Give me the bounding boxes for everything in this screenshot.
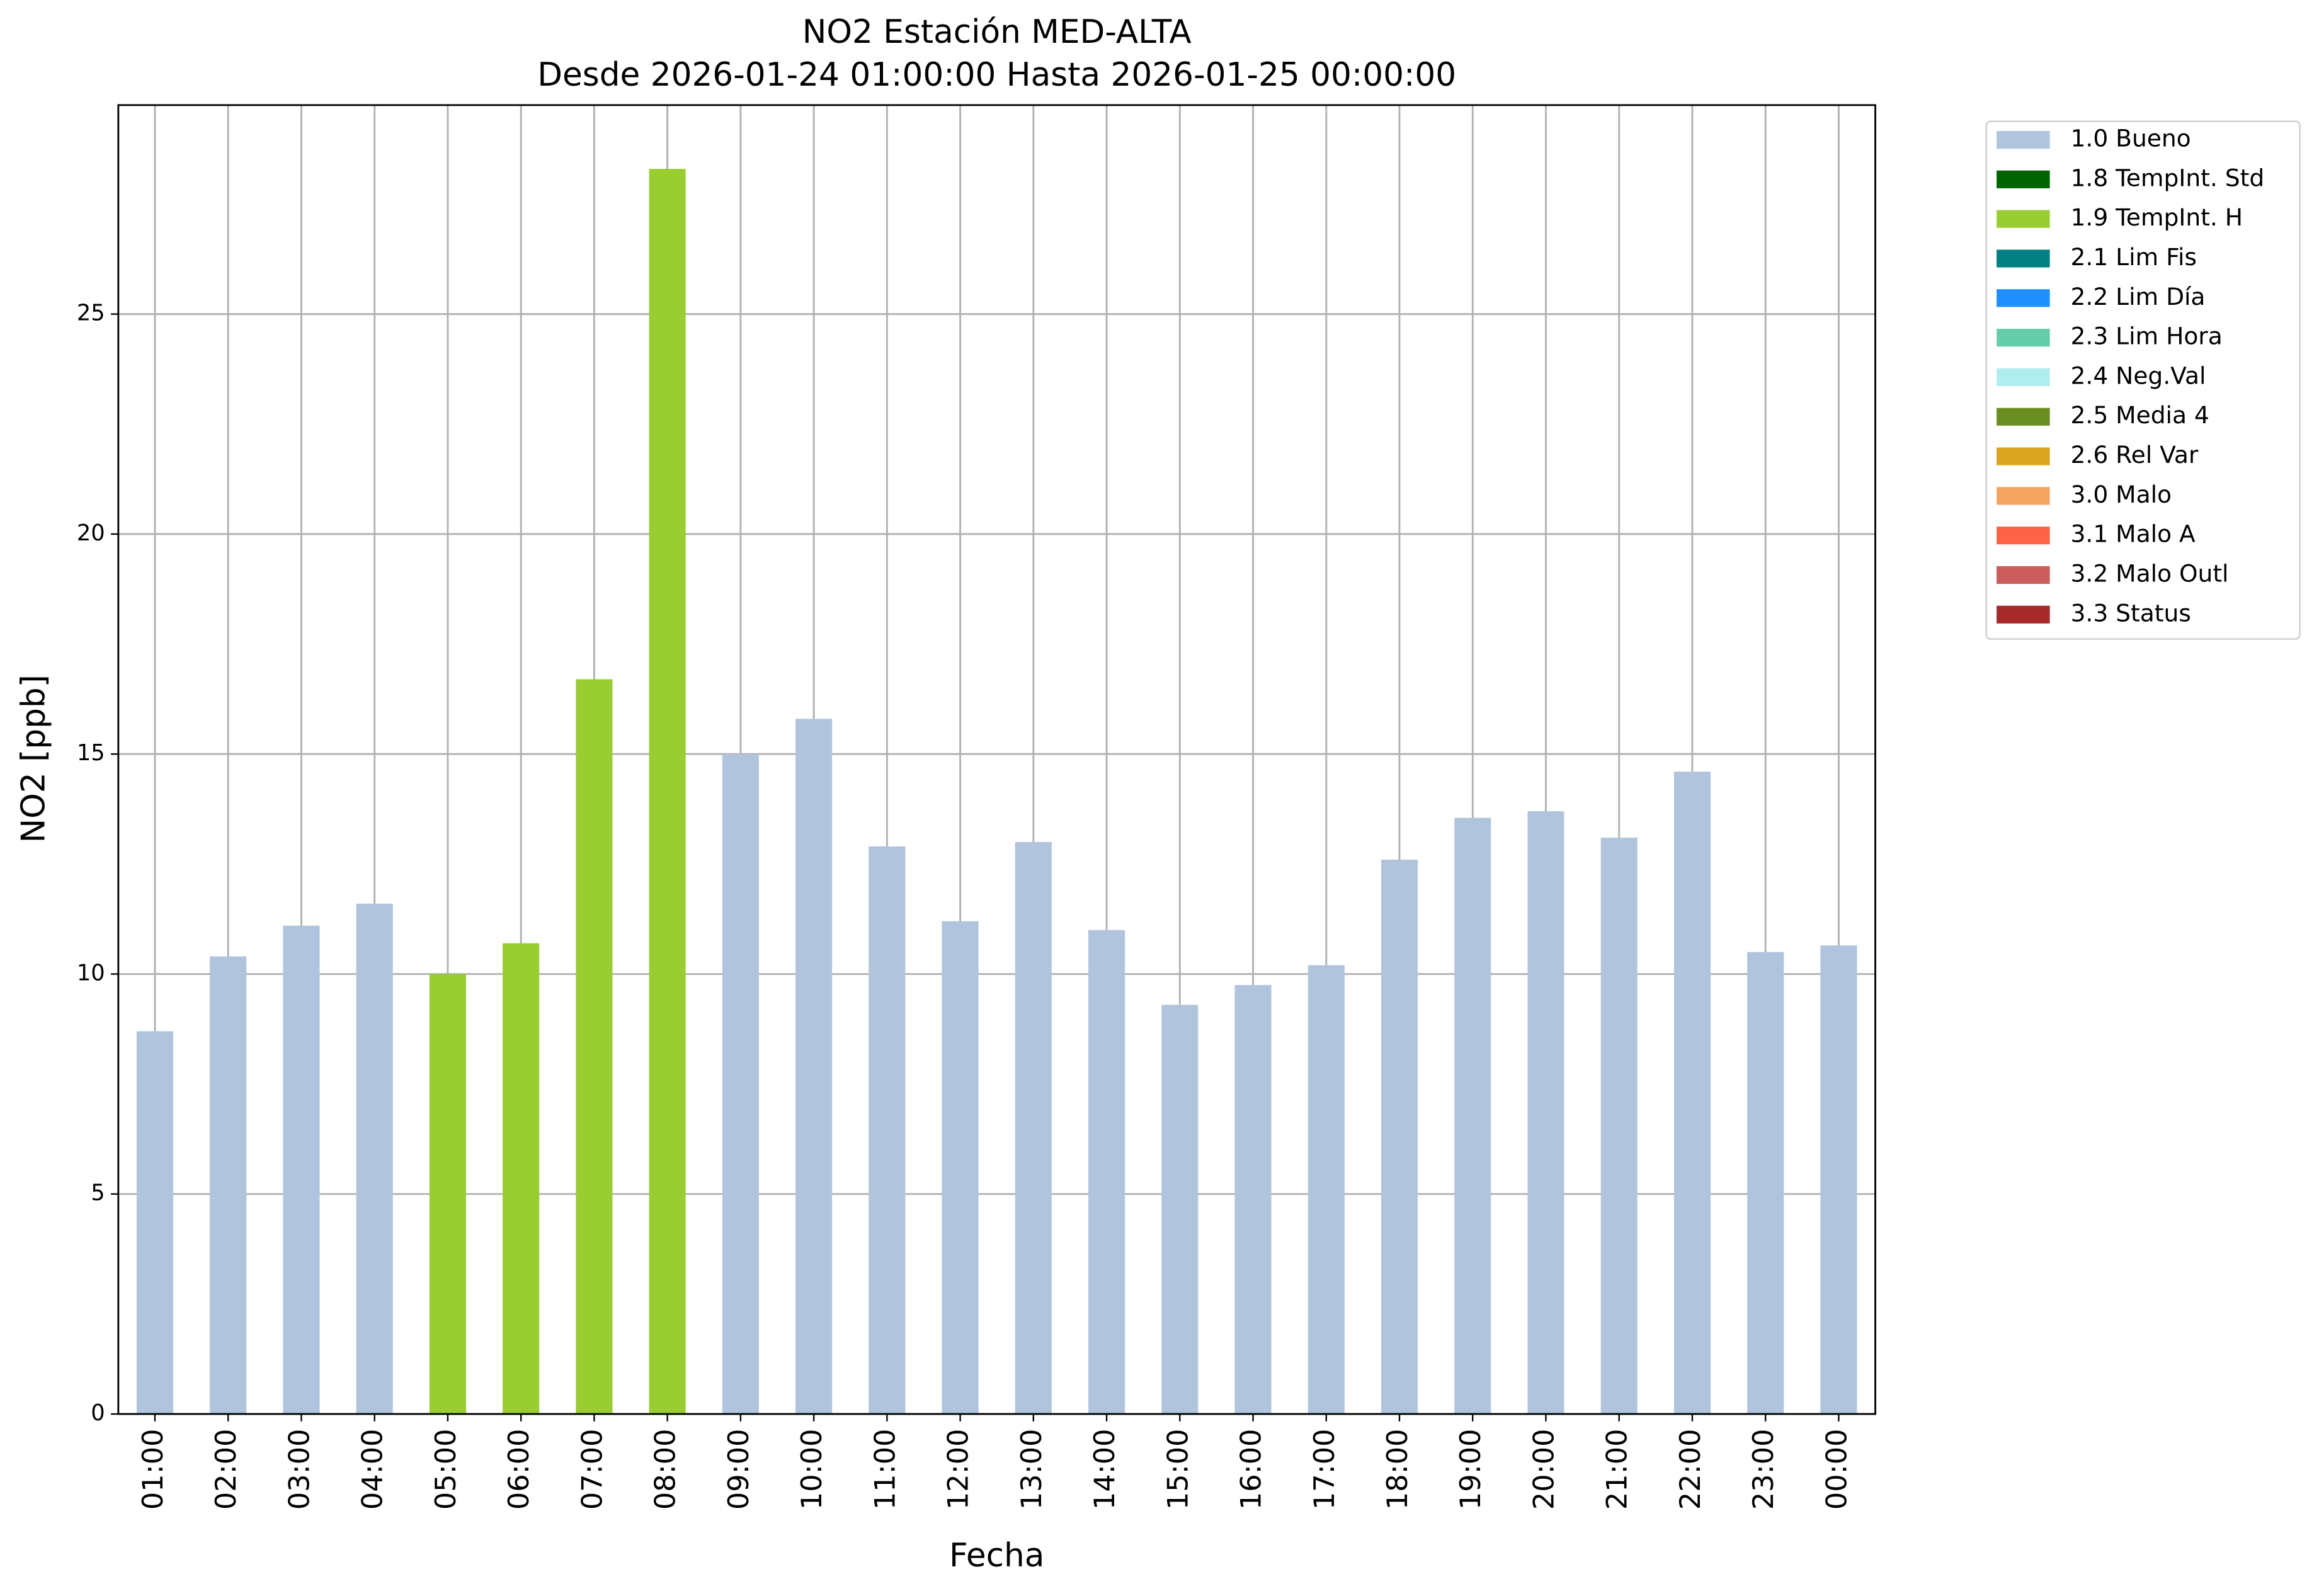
legend-swatch <box>1997 249 2050 268</box>
chart-subtitle: Desde 2026-01-24 01:00:00 Hasta 2026-01-… <box>537 56 1456 94</box>
bar <box>356 903 393 1415</box>
y-tick-label: 10 <box>77 960 105 986</box>
bar <box>1088 930 1125 1415</box>
plot-frame <box>117 104 1876 1415</box>
bar <box>429 974 466 1415</box>
bar <box>869 846 906 1415</box>
bar <box>1015 841 1052 1415</box>
x-tick-label: 04:00 <box>356 1429 389 1510</box>
x-tick-label: 20:00 <box>1527 1429 1560 1510</box>
y-tick-label: 15 <box>77 740 105 766</box>
x-tick-label: 12:00 <box>942 1429 975 1510</box>
y-tick-label: 5 <box>91 1180 105 1206</box>
bar <box>649 169 686 1415</box>
legend-swatch <box>1997 210 2050 228</box>
bar <box>1161 1005 1199 1415</box>
x-tick-label: 02:00 <box>210 1429 242 1510</box>
legend-swatch <box>1997 368 2050 387</box>
x-tick-label: 18:00 <box>1381 1429 1414 1510</box>
x-tick-label: 22:00 <box>1674 1429 1707 1510</box>
bar <box>1673 772 1711 1415</box>
legend-swatch <box>1997 527 2050 545</box>
x-tick-label: 16:00 <box>1235 1429 1268 1510</box>
x-tick-label: 01:00 <box>137 1429 169 1510</box>
bar <box>1308 965 1345 1415</box>
x-tick-label: 10:00 <box>795 1429 828 1510</box>
legend-label: 2.1 Lim Fis <box>2071 243 2197 271</box>
legend-label: 2.2 Lim Día <box>2071 283 2206 311</box>
bar <box>1820 945 1857 1415</box>
legend-swatch <box>1997 408 2050 426</box>
x-tick-label: 03:00 <box>283 1429 316 1510</box>
legend-swatch <box>1997 170 2050 188</box>
bar <box>503 943 540 1415</box>
x-tick-label: 23:00 <box>1747 1429 1780 1510</box>
bar <box>1234 984 1272 1415</box>
bar <box>795 719 833 1415</box>
bar <box>722 754 759 1415</box>
legend-label: 3.0 Malo <box>2071 481 2172 508</box>
legend-swatch <box>1997 605 2050 624</box>
legend-swatch <box>1997 130 2050 149</box>
bar <box>283 925 320 1415</box>
x-tick-label: 13:00 <box>1015 1429 1048 1510</box>
bar <box>210 956 247 1415</box>
bar <box>576 679 613 1415</box>
y-tick-label: 25 <box>77 300 105 326</box>
x-tick-label: 21:00 <box>1601 1429 1634 1510</box>
legend-box <box>1985 120 2301 640</box>
legend-label: 1.0 Bueno <box>2071 125 2191 152</box>
bar <box>942 921 979 1415</box>
bar <box>1747 952 1784 1415</box>
legend-label: 1.9 TempInt. H <box>2071 203 2243 231</box>
bar <box>1381 859 1418 1415</box>
y-tick-label: 0 <box>91 1400 105 1426</box>
legend-label: 3.2 Malo Outl <box>2071 560 2229 588</box>
x-tick-label: 07:00 <box>576 1429 608 1510</box>
bar <box>1527 811 1564 1415</box>
x-tick-label: 05:00 <box>430 1429 462 1510</box>
x-tick-label: 14:00 <box>1088 1429 1121 1510</box>
legend-label: 2.3 Lim Hora <box>2071 322 2223 350</box>
bar <box>1600 837 1638 1415</box>
bar <box>136 1031 174 1415</box>
legend-label: 3.1 Malo A <box>2071 520 2196 548</box>
legend-label: 2.4 Neg.Val <box>2071 362 2206 389</box>
legend-label: 3.3 Status <box>2071 599 2191 627</box>
x-axis-label: Fecha <box>949 1537 1044 1575</box>
x-tick-label: 15:00 <box>1161 1429 1194 1510</box>
x-tick-label: 00:00 <box>1820 1429 1853 1510</box>
legend-swatch <box>1997 289 2050 307</box>
legend-label: 1.8 TempInt. Std <box>2071 164 2265 191</box>
x-tick-label: 11:00 <box>869 1429 901 1510</box>
bar <box>1454 818 1491 1415</box>
x-tick-label: 08:00 <box>649 1429 682 1510</box>
x-tick-label: 17:00 <box>1308 1429 1341 1510</box>
chart-title: NO2 Estación MED-ALTA <box>802 13 1192 51</box>
legend-swatch <box>1997 487 2050 505</box>
legend-label: 2.6 Rel Var <box>2071 441 2199 469</box>
x-tick-label: 19:00 <box>1454 1429 1487 1510</box>
y-axis-label: NO2 [ppb] <box>14 675 52 843</box>
legend-label: 2.5 Media 4 <box>2071 401 2209 429</box>
legend-swatch <box>1997 329 2050 347</box>
legend-swatch <box>1997 447 2050 465</box>
legend-swatch <box>1997 566 2050 584</box>
x-tick-label: 09:00 <box>722 1429 755 1510</box>
x-tick-label: 06:00 <box>503 1429 535 1510</box>
y-tick-label: 20 <box>77 520 105 546</box>
